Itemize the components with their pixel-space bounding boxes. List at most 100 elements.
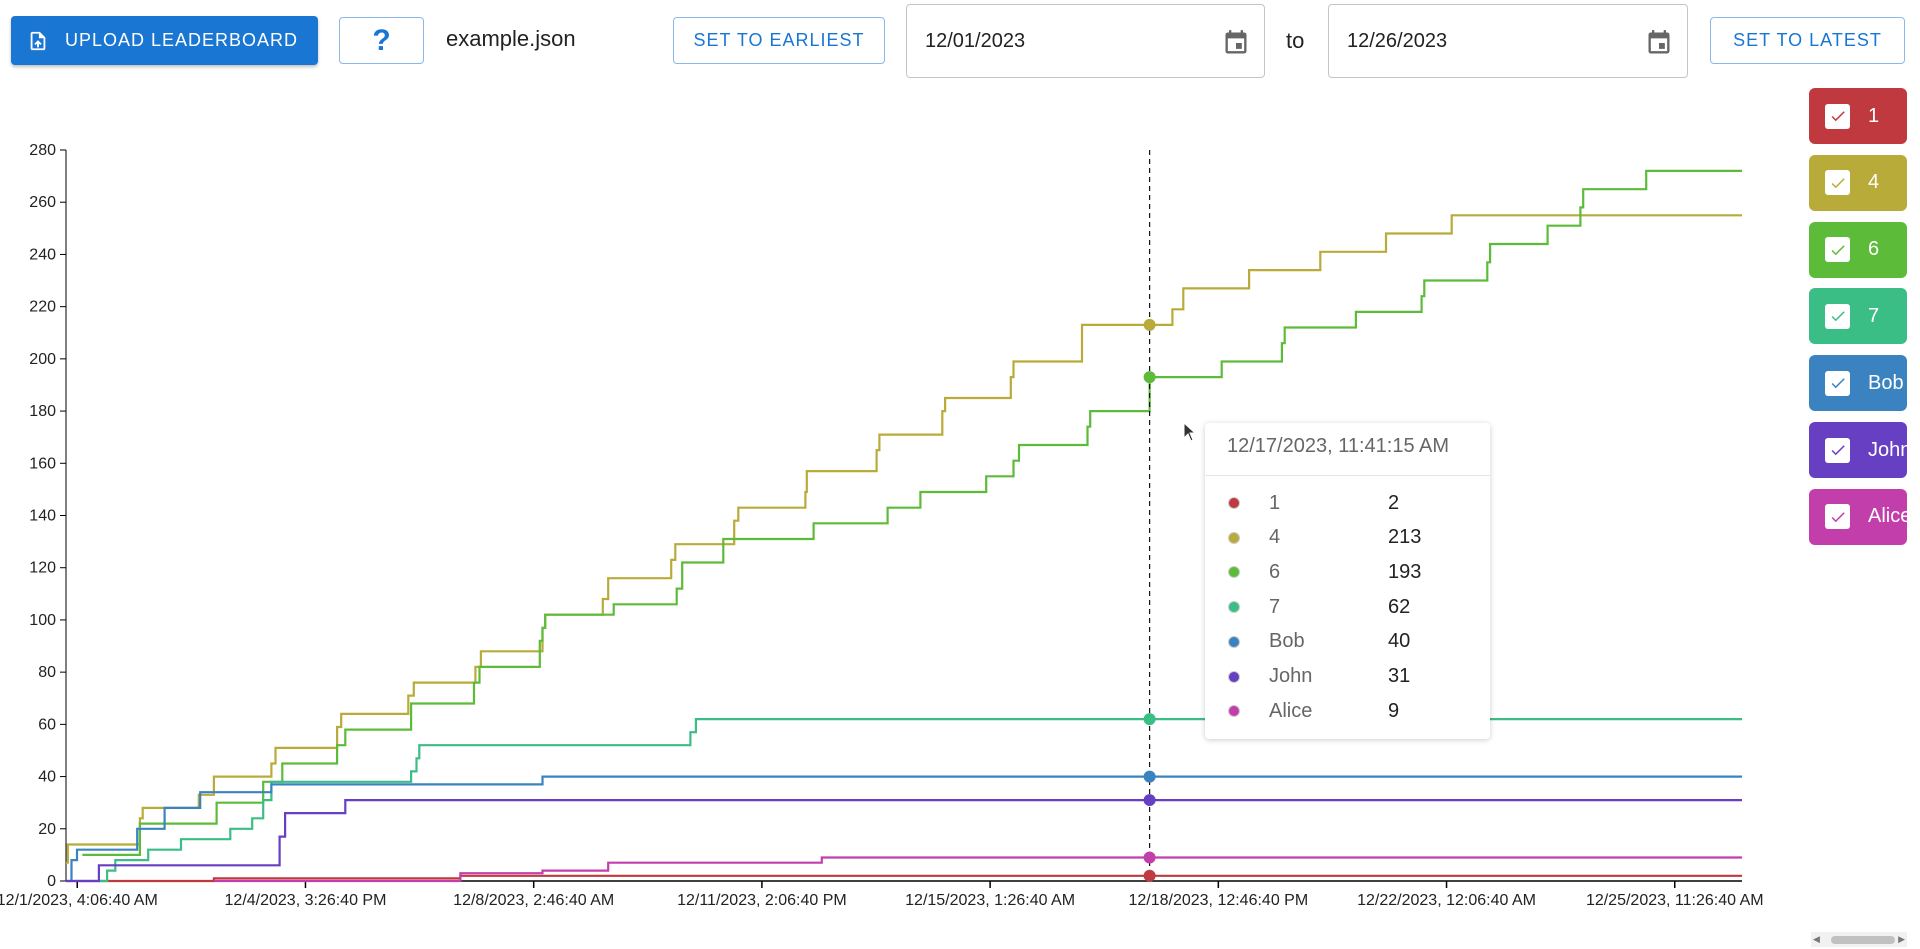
legend-label: 6 (1868, 238, 1880, 261)
series-line-john (66, 799, 1742, 883)
y-tick-label: 260 (29, 194, 56, 211)
series-dot-icon (1228, 635, 1240, 648)
help-button[interactable]: ? (339, 17, 424, 64)
hover-marker-alice (1143, 851, 1156, 864)
scrollbar-thumb[interactable] (1831, 936, 1895, 944)
legend-toggle-7[interactable]: 7 (1809, 288, 1907, 345)
upload-button-label: UPLOAD LEADERBOARD (65, 30, 299, 50)
end-date-value: 12/26/2023 (1347, 29, 1448, 52)
legend-toggle-1[interactable]: 1 (1809, 88, 1907, 144)
tooltip-series-name: 7 (1269, 595, 1281, 618)
y-tick-label: 160 (29, 455, 56, 472)
leaderboard-chart[interactable]: 020406080100120140160180200220240260280 … (0, 0, 1790, 920)
y-tick-label: 200 (29, 351, 56, 368)
tooltip-row: Bob 40 (1205, 625, 1490, 659)
tooltip-series-value: 62 (1388, 595, 1411, 618)
series-line-4 (66, 214, 1742, 864)
start-date-field[interactable]: 12/01/2023 (906, 4, 1265, 78)
tooltip-series-name: John (1269, 665, 1313, 687)
x-tick-label: 12/18/2023, 12:46:40 PM (1128, 892, 1308, 909)
series-dot-icon (1228, 601, 1240, 614)
series-dot-icon (1228, 566, 1240, 579)
checkbox-checked-icon[interactable] (1825, 370, 1850, 396)
chart-tooltip: 12/17/2023, 11:41:15 AM 1 2 4 213 6 193 7 62 Bob… (1205, 423, 1490, 739)
x-tick-label: 12/22/2023, 12:06:40 AM (1357, 892, 1536, 909)
hover-marker-john (1143, 794, 1156, 807)
tooltip-series-name: 4 (1269, 526, 1281, 549)
legend-toggle-4[interactable]: 4 (1809, 154, 1907, 211)
tooltip-row: 7 62 (1205, 590, 1490, 624)
series-dot-icon (1228, 531, 1240, 544)
checkbox-checked-icon[interactable] (1825, 237, 1850, 263)
series-lines (66, 169, 1742, 883)
tooltip-series-name: 6 (1269, 560, 1281, 583)
start-date-value: 12/01/2023 (925, 29, 1026, 52)
x-tick-label: 12/15/2023, 1:26:40 AM (905, 892, 1075, 909)
series-dot-icon (1228, 670, 1240, 683)
tooltip-series-name: Alice (1269, 699, 1313, 722)
scroll-right-icon[interactable]: ▶ (1898, 934, 1905, 944)
hover-indicator (1143, 150, 1156, 882)
hover-marker-6 (1143, 371, 1156, 384)
checkbox-checked-icon[interactable] (1825, 437, 1850, 463)
hover-marker-bob (1143, 770, 1156, 783)
checkbox-checked-icon[interactable] (1825, 303, 1850, 329)
tooltip-series-value: 40 (1388, 630, 1411, 653)
date-range-to-label: to (1286, 28, 1305, 53)
checkbox-checked-icon[interactable] (1825, 170, 1850, 196)
legend-toggle-bob[interactable]: Bob (1809, 355, 1907, 412)
legend-label: 1 (1868, 104, 1880, 127)
legend-toggle-6[interactable]: 6 (1809, 221, 1907, 278)
y-tick-label: 60 (38, 716, 56, 733)
legend-toggle-alice[interactable]: Alice (1809, 488, 1907, 545)
y-tick-label: 220 (29, 299, 56, 316)
hover-marker-4 (1143, 318, 1156, 331)
y-axis: 0 20 40 60 80 100 120 140 160 180 200 220 240 260 280 (29, 142, 67, 890)
set-to-earliest-button[interactable]: SET TO EARLIEST (673, 17, 885, 64)
y-tick-label: 0 (47, 873, 56, 890)
checkbox-checked-icon[interactable] (1825, 504, 1850, 530)
legend-label: Alice (1868, 505, 1907, 528)
y-tick-label: 100 (29, 612, 56, 629)
y-tick-label: 140 (29, 508, 56, 525)
x-tick-label: 12/11/2023, 2:06:40 PM (677, 892, 847, 909)
hover-marker-1 (1143, 869, 1156, 882)
calendar-icon[interactable] (1645, 29, 1673, 57)
x-axis: 12/1/2023, 4:06:40 AM 12/4/2023, 3:26:40 … (0, 880, 1764, 909)
tooltip-series-name: Bob (1269, 630, 1305, 653)
legend-horizontal-scrollbar[interactable]: ◀ ▶ (1811, 932, 1907, 947)
mouse-cursor-icon (1183, 422, 1197, 442)
y-tick-label: 40 (38, 769, 56, 786)
tooltip-series-value: 31 (1388, 665, 1411, 687)
tooltip-series-value: 2 (1388, 491, 1400, 514)
series-line-1 (74, 874, 1742, 883)
x-tick-label: 12/1/2023, 4:06:40 AM (0, 892, 158, 909)
tooltip-row: 4 213 (1205, 521, 1490, 555)
legend-label: 4 (1868, 171, 1880, 194)
scroll-left-icon[interactable]: ◀ (1813, 934, 1820, 944)
calendar-icon[interactable] (1222, 29, 1250, 57)
series-line-alice (213, 856, 1742, 883)
tooltip-row: John 31 (1205, 660, 1490, 694)
legend-label: Bob (1868, 371, 1904, 394)
legend-label: John (1868, 438, 1907, 461)
filename-label: example.json (446, 26, 576, 51)
upload-leaderboard-button[interactable]: UPLOAD LEADERBOARD (11, 16, 318, 65)
tooltip-title: 12/17/2023, 11:41:15 AM (1205, 423, 1490, 476)
hover-marker-7 (1143, 713, 1156, 726)
end-date-field[interactable]: 12/26/2023 (1328, 4, 1688, 78)
y-tick-label: 240 (29, 246, 56, 263)
upload-file-icon (27, 30, 49, 52)
checkbox-checked-icon[interactable] (1825, 103, 1850, 129)
series-line-7 (98, 718, 1742, 883)
legend-label: 7 (1868, 304, 1880, 327)
tooltip-series-value: 213 (1388, 526, 1422, 549)
set-to-latest-button[interactable]: SET TO LATEST (1710, 17, 1905, 64)
y-tick-label: 80 (38, 664, 56, 681)
series-line-6 (82, 169, 1742, 856)
y-tick-label: 180 (29, 403, 56, 420)
tooltip-series-value: 193 (1388, 560, 1422, 583)
legend-toggle-john[interactable]: John (1809, 422, 1907, 478)
series-dot-icon (1228, 497, 1240, 509)
